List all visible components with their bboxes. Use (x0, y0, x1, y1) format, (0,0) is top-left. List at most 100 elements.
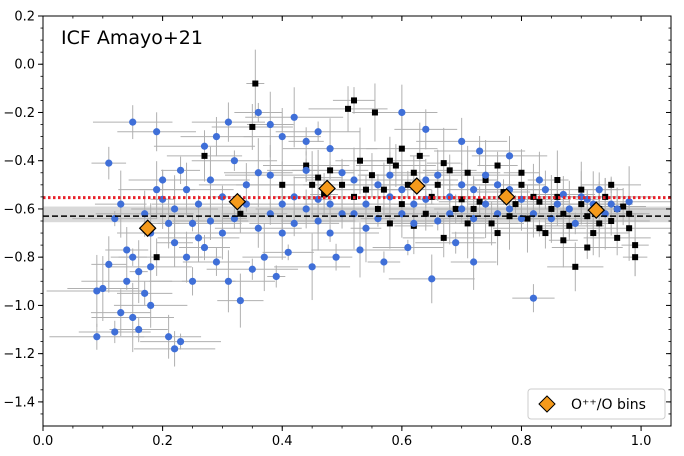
circle-point (165, 333, 173, 341)
circle-point (476, 147, 484, 155)
circle-point (99, 284, 107, 293)
circle-point (302, 137, 310, 146)
y-tick-label: −0.8 (3, 251, 35, 266)
square-point (536, 225, 543, 232)
circle-point (188, 277, 197, 285)
circle-point (147, 301, 155, 310)
square-point (446, 167, 453, 174)
reference-lines-layer (43, 196, 671, 217)
square-point (351, 97, 358, 104)
axes: 0.0 0.2 0.4 0.6 0.8 1.0 0.2 0.0 −0.2 −0.4 −0.6 −0.8… (3, 10, 672, 449)
x-tick-label: 0.8 (511, 434, 532, 449)
square-point (518, 169, 525, 176)
circle-point (422, 125, 430, 133)
circle-point (284, 248, 292, 256)
circle-point (117, 200, 125, 208)
square-point (524, 215, 531, 222)
circle-point (170, 239, 179, 247)
circle-point (505, 152, 514, 160)
circle-point (236, 296, 244, 305)
square-point (201, 152, 208, 159)
circle-point (218, 229, 227, 237)
x-tick-label: 1.0 (631, 434, 652, 449)
square-point (362, 186, 369, 193)
circle-point (505, 205, 514, 213)
circle-point (123, 277, 131, 285)
circle-point (458, 205, 466, 213)
square-point (542, 230, 549, 237)
circle-point (182, 253, 191, 261)
circle-point (224, 277, 233, 285)
circle-point (170, 205, 179, 213)
square-point (404, 181, 411, 188)
circle-point (410, 200, 418, 208)
square-point (536, 198, 543, 205)
circle-point (535, 176, 544, 184)
circle-point (272, 272, 280, 281)
circle-point (541, 186, 550, 194)
legend-box (527, 388, 666, 420)
circle-point (470, 186, 478, 194)
legend-diamond-icon (538, 395, 556, 413)
circle-point (571, 219, 579, 228)
square-point (632, 254, 639, 261)
circle-point (493, 181, 502, 189)
square-point (380, 186, 387, 193)
square-point (494, 230, 501, 237)
square-point (488, 220, 495, 227)
circle-point (434, 217, 442, 225)
circle-point (153, 186, 161, 194)
square-point (470, 205, 477, 212)
square-point (494, 162, 501, 169)
square-point (398, 201, 405, 208)
circle-point (212, 132, 221, 141)
square-point (560, 210, 567, 217)
x-tick-label: 0.6 (392, 434, 413, 449)
square-point (398, 145, 405, 152)
bin-diamond (318, 179, 336, 198)
circle-point (302, 205, 310, 213)
chart-annotation: ICF Amayo+21 (61, 27, 203, 49)
circle-point (481, 200, 490, 208)
circle-point (147, 263, 155, 271)
square-point (560, 237, 567, 244)
circle-point (278, 200, 286, 208)
circle-point (613, 205, 621, 213)
circle-point (200, 142, 209, 150)
legend-label: O⁺⁺/O bins (571, 397, 646, 413)
circle-point (212, 258, 221, 266)
square-point (548, 205, 555, 212)
circle-point (188, 219, 197, 228)
circle-point (410, 219, 418, 228)
circle-point (470, 258, 478, 266)
circle-point (625, 198, 633, 206)
circle-point (362, 224, 370, 232)
square-point (566, 222, 573, 229)
circle-point (290, 219, 298, 228)
circle-point (254, 108, 262, 117)
circle-point (123, 246, 131, 254)
square-point (458, 196, 465, 203)
square-point (153, 254, 160, 261)
circle-point (398, 108, 406, 117)
circle-point (111, 328, 119, 336)
y-tick-label: −0.4 (3, 154, 35, 169)
y-tick-label: −1.0 (3, 299, 35, 314)
square-point (345, 105, 352, 112)
square-point (626, 225, 633, 232)
y-tick-label: −0.6 (3, 202, 35, 217)
circle-point (398, 186, 406, 194)
circle-point (428, 275, 436, 283)
square-point (632, 242, 639, 249)
circle-point (314, 217, 322, 225)
square-point (512, 201, 519, 208)
circle-point (254, 169, 262, 177)
circle-point (338, 169, 346, 177)
square-point (440, 160, 447, 167)
circle-point (230, 157, 238, 165)
circle-point (141, 289, 149, 297)
legend: O⁺⁺/O bins (527, 388, 666, 420)
square-point (578, 201, 585, 208)
square-point (249, 123, 256, 130)
